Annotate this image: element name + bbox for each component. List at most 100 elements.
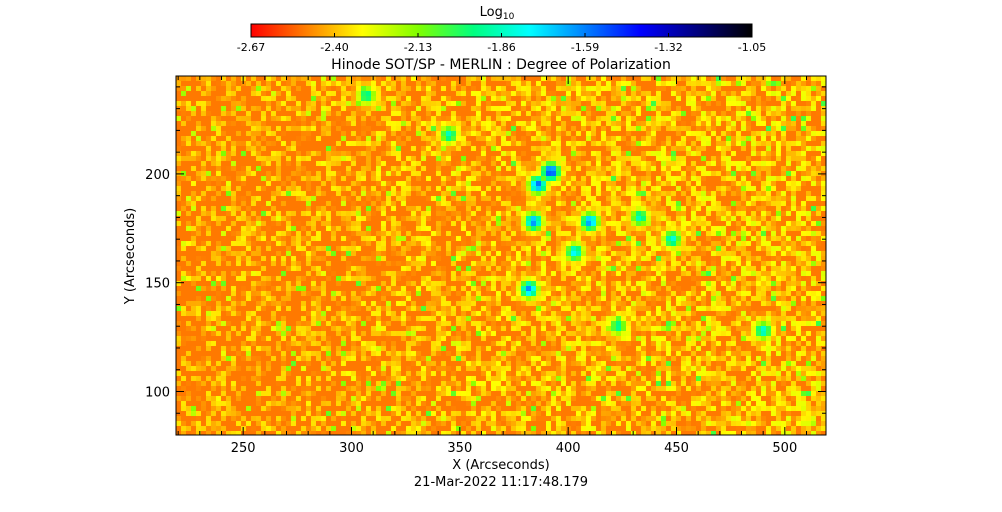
- heatmap-cell: [276, 256, 281, 261]
- heatmap-cell: [441, 151, 446, 156]
- heatmap-cell: [546, 261, 551, 266]
- heatmap-cell: [466, 256, 471, 261]
- heatmap-cell: [446, 226, 451, 231]
- heatmap-cell: [361, 81, 366, 86]
- heatmap-cell: [441, 91, 446, 96]
- heatmap-cell: [241, 151, 246, 156]
- heatmap-cell: [546, 211, 551, 216]
- heatmap-cell: [346, 81, 351, 86]
- heatmap-cell: [536, 96, 541, 101]
- heatmap-cell: [741, 76, 746, 81]
- heatmap-cell: [751, 146, 756, 151]
- heatmap-cell: [586, 196, 591, 201]
- heatmap-cell: [776, 96, 781, 101]
- heatmap-cell: [251, 186, 256, 191]
- heatmap-cell: [616, 76, 621, 81]
- heatmap-cell: [176, 81, 181, 86]
- heatmap-cell: [366, 126, 371, 131]
- heatmap-cell: [716, 81, 721, 86]
- heatmap-cell: [711, 211, 716, 216]
- heatmap-cell: [731, 186, 736, 191]
- heatmap-cell: [431, 221, 436, 226]
- heatmap-cell: [451, 166, 456, 171]
- heatmap-cell: [661, 116, 666, 121]
- heatmap-cell: [451, 201, 456, 206]
- heatmap-cell: [381, 131, 386, 136]
- heatmap-cell: [756, 206, 761, 211]
- heatmap-cell: [401, 106, 406, 111]
- heatmap-cell: [266, 131, 271, 136]
- heatmap-cell: [691, 196, 696, 201]
- heatmap-cell: [271, 116, 276, 121]
- heatmap-cell: [711, 121, 716, 126]
- heatmap-cell: [551, 81, 556, 86]
- heatmap-cell: [596, 236, 601, 241]
- heatmap-cell: [506, 116, 511, 121]
- heatmap-cell: [476, 121, 481, 126]
- heatmap-cell: [636, 81, 641, 86]
- heatmap-cell: [736, 216, 741, 221]
- heatmap-cell: [776, 91, 781, 96]
- heatmap-cell: [661, 106, 666, 111]
- heatmap-cell: [206, 126, 211, 131]
- heatmap-cell: [811, 161, 816, 166]
- heatmap-cell: [611, 111, 616, 116]
- heatmap-cell: [596, 206, 601, 211]
- heatmap-cell: [781, 121, 786, 126]
- heatmap-cell: [696, 111, 701, 116]
- heatmap-cell: [451, 156, 456, 161]
- heatmap-cell: [771, 166, 776, 171]
- heatmap-cell: [476, 116, 481, 121]
- heatmap-cell: [606, 211, 611, 216]
- heatmap-cell: [611, 146, 616, 151]
- heatmap-cell: [646, 156, 651, 161]
- heatmap-cell: [246, 261, 251, 266]
- heatmap-cell: [546, 241, 551, 246]
- heatmap-cell: [201, 136, 206, 141]
- heatmap-cell: [731, 256, 736, 261]
- heatmap-cell: [471, 236, 476, 241]
- heatmap-cell: [621, 186, 626, 191]
- heatmap-cell: [651, 196, 656, 201]
- heatmap-cell: [621, 146, 626, 151]
- heatmap-cell: [536, 76, 541, 81]
- heatmap-cell: [391, 226, 396, 231]
- heatmap-cell: [266, 136, 271, 141]
- heatmap-cell: [356, 181, 361, 186]
- heatmap-cell: [551, 156, 556, 161]
- heatmap-cell: [611, 246, 616, 251]
- heatmap-cell: [436, 86, 441, 91]
- heatmap-cell: [366, 136, 371, 141]
- heatmap-cell: [296, 196, 301, 201]
- heatmap-cell: [756, 231, 761, 236]
- heatmap-cell: [531, 91, 536, 96]
- heatmap-cell: [606, 186, 611, 191]
- heatmap-cell: [511, 206, 516, 211]
- heatmap-cell: [811, 231, 816, 236]
- heatmap-cell: [431, 261, 436, 266]
- heatmap-cell: [211, 146, 216, 151]
- heatmap-cell: [341, 106, 346, 111]
- heatmap-cell: [581, 186, 586, 191]
- heatmap-cell: [596, 176, 601, 181]
- heatmap-cell: [501, 241, 506, 246]
- heatmap-cell: [306, 81, 311, 86]
- heatmap-cell: [601, 196, 606, 201]
- heatmap-cell: [241, 91, 246, 96]
- heatmap-cell: [521, 221, 526, 226]
- heatmap-cell: [341, 226, 346, 231]
- heatmap-cell: [396, 251, 401, 256]
- heatmap-cell: [496, 251, 501, 256]
- heatmap-cell: [326, 126, 331, 131]
- heatmap-cell: [556, 241, 561, 246]
- heatmap-cell: [566, 111, 571, 116]
- heatmap-cell: [601, 166, 606, 171]
- heatmap-cell: [821, 146, 826, 151]
- heatmap-cell: [306, 96, 311, 101]
- heatmap-cell: [796, 116, 801, 121]
- heatmap-cell: [516, 151, 521, 156]
- heatmap-cell: [576, 176, 581, 181]
- heatmap-cell: [286, 216, 291, 221]
- heatmap-cell: [426, 106, 431, 111]
- heatmap-cell: [656, 211, 661, 216]
